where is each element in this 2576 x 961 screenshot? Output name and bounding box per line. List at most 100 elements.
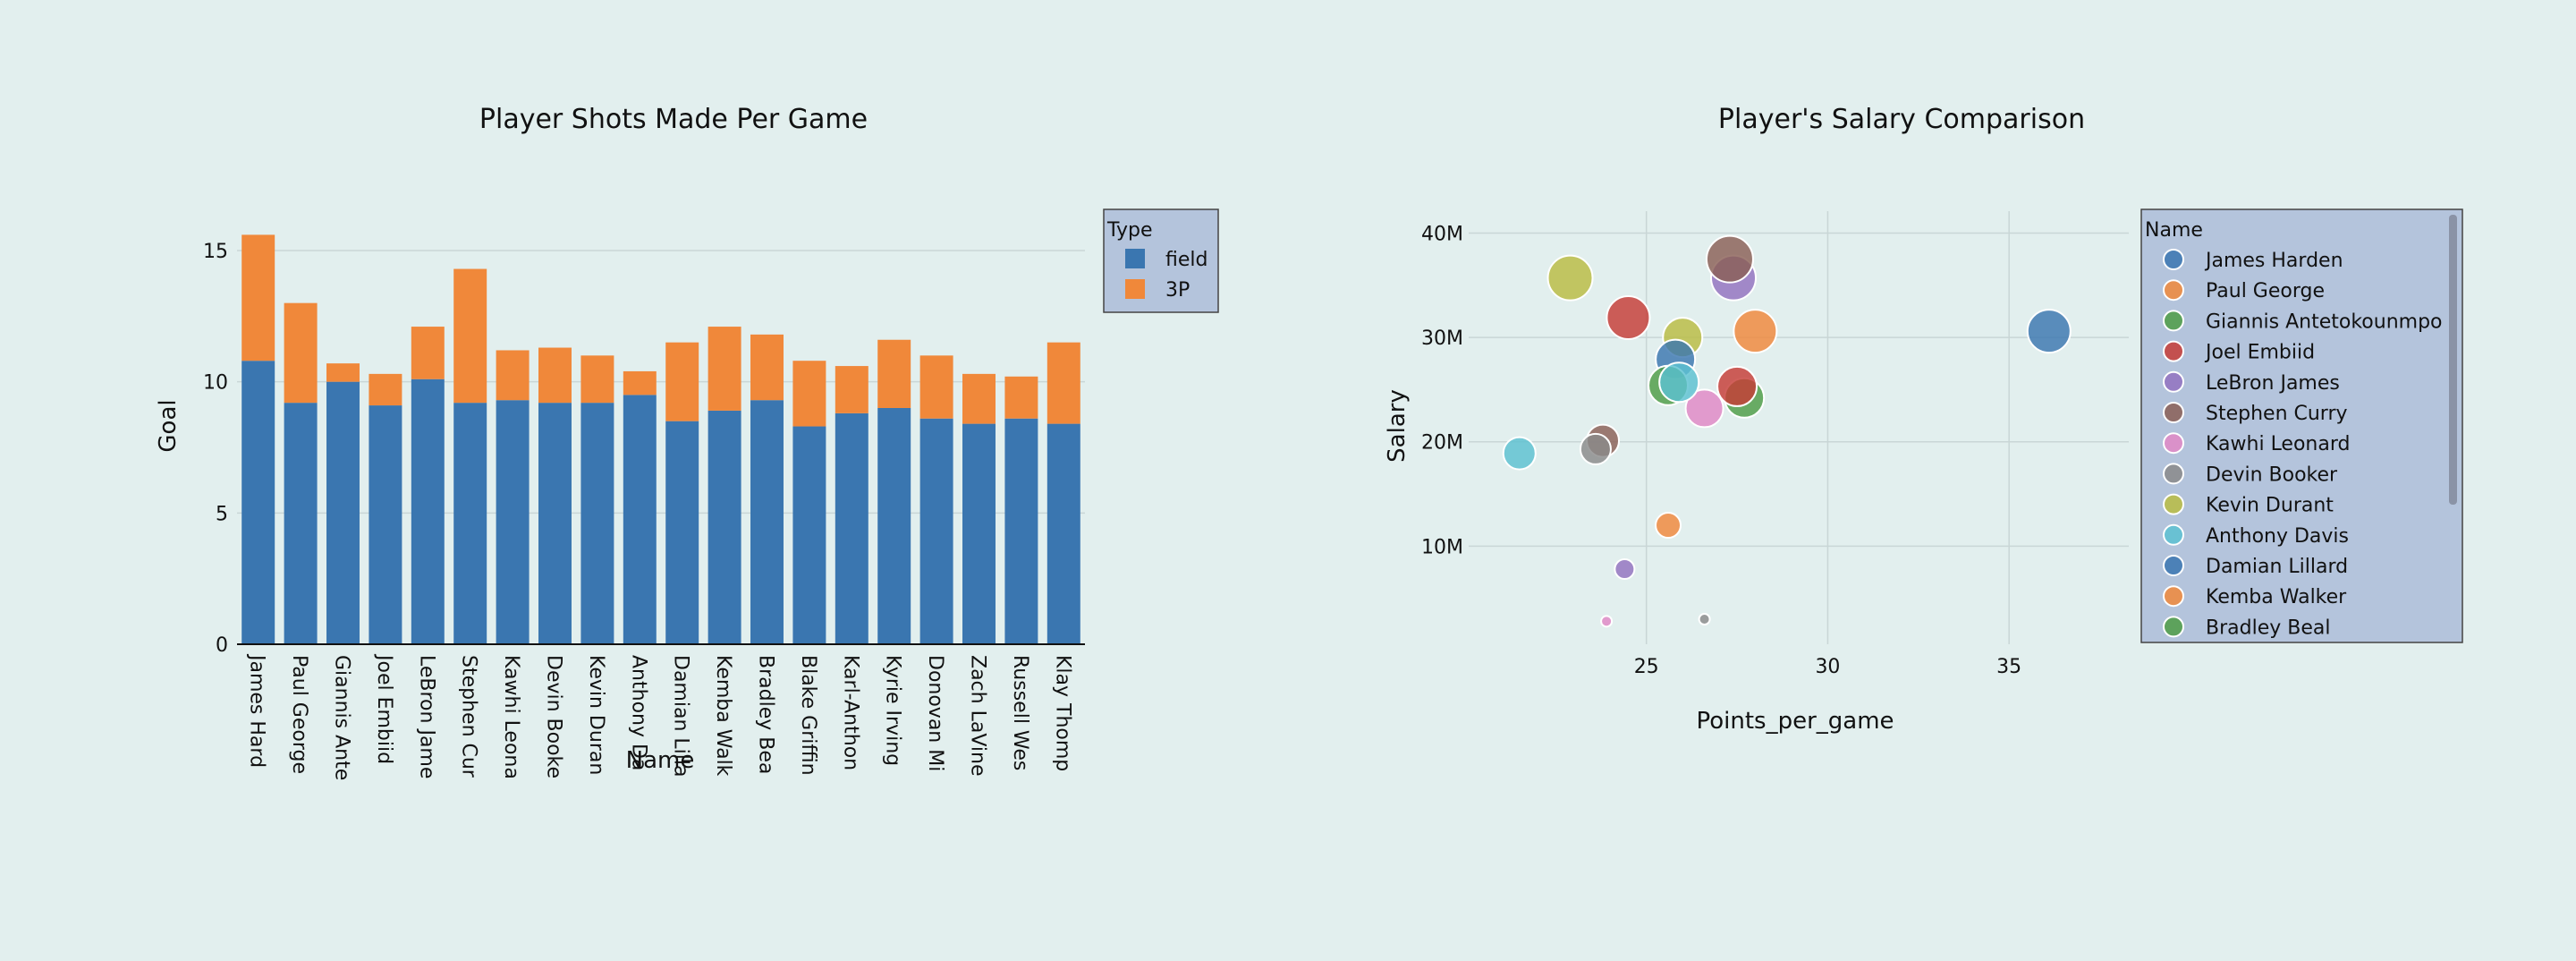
bar-segment-field [1004, 418, 1038, 644]
scatter-legend-label: Bradley Beal [2206, 617, 2330, 639]
bar-segment-3p [877, 339, 911, 408]
bar-x-tick-label: Bradley Bea [755, 655, 777, 774]
bar-legend-box [1103, 208, 1219, 313]
bar-y-tick-label: 15 [203, 241, 228, 263]
scatter-legend-label: Devin Booker [2206, 463, 2338, 486]
bar-segment-field [453, 403, 487, 644]
bar-legend-swatch [1125, 279, 1145, 299]
scatter-chart-legend: Name James Harden Paul George Giannis Ante… [2140, 208, 2463, 643]
bar-x-tick-label: Devin Booke [543, 655, 565, 778]
bar-segment-3p [242, 234, 275, 361]
scatter-chart-y-ticks: 10M 20M 30M 40M [1421, 223, 1463, 558]
scatter-legend-label: Giannis Antetokounmpo [2206, 310, 2443, 333]
bar-segment-field [284, 403, 318, 644]
scatter-legend-label: Damian Lillard [2206, 556, 2348, 578]
bar-legend-items: field 3P [1125, 249, 1208, 302]
bar-legend-label: field [1165, 249, 1208, 271]
scatter-legend-marker [2163, 432, 2184, 455]
scatter-chart-gridlines [1469, 211, 2129, 644]
bar-segment-3p [369, 373, 402, 406]
scatter-legend-box [2140, 208, 2463, 643]
scatter-legend-marker [2163, 585, 2184, 608]
scatter-bubble [1600, 615, 1614, 628]
bar-legend-swatch [1125, 249, 1145, 268]
scatter-legend-label: Kevin Durant [2206, 495, 2334, 517]
scatter-legend-label: Paul George [2206, 280, 2325, 302]
scatter-legend-marker [2163, 370, 2184, 393]
bar-chart-bars [242, 234, 1080, 644]
scatter-legend-label: Joel Embiid [2204, 342, 2315, 364]
bar-x-tick-label: Kevin Duran [585, 655, 607, 775]
bar-x-tick-label: Zach LaVine [967, 655, 989, 776]
scatter-chart-x-ticks: 25 30 35 [1634, 656, 2021, 678]
scatter-bubble [1546, 254, 1594, 302]
bar-segment-field [580, 403, 614, 644]
bar-x-tick-label: Damian Lilla [670, 655, 692, 777]
bar-segment-3p [708, 327, 741, 411]
bar-x-tick-label: Paul George [288, 655, 310, 774]
scatter-legend-label: Anthony Davis [2206, 525, 2349, 548]
bar-x-tick-label: LeBron Jame [415, 655, 437, 778]
bar-chart-title: Player Shots Made Per Game [479, 104, 868, 135]
scatter-x-tick-label: 30 [1815, 656, 1840, 678]
bar-segment-3p [1004, 376, 1038, 419]
bar-chart-y-axis-title: Goal [155, 399, 182, 452]
bar-segment-field [665, 421, 699, 644]
bar-y-tick-label: 10 [203, 372, 228, 395]
bar-x-tick-label: Anthony Da [627, 655, 649, 770]
bar-x-tick-label: Kemba Walk [712, 655, 734, 777]
bar-segment-field [496, 400, 530, 644]
scatter-legend-label: Kemba Walker [2206, 586, 2347, 608]
bar-segment-field [623, 395, 657, 644]
bar-segment-field [369, 405, 402, 644]
bar-segment-3p [962, 373, 996, 424]
scatter-legend-title: Name [2145, 219, 2203, 242]
bar-legend-label: 3P [1165, 279, 1190, 302]
scatter-legend-marker [2163, 616, 2184, 638]
scatter-y-tick-label: 30M [1421, 327, 1463, 350]
bar-segment-3p [1046, 342, 1080, 424]
bar-segment-3p [919, 355, 953, 419]
bar-segment-field [411, 378, 445, 644]
bar-chart-x-ticks: James Hard Paul George Giannis Ante Joel Em… [246, 653, 1074, 780]
bar-legend-title: Type [1106, 219, 1153, 242]
scatter-legend-label: Stephen Curry [2206, 403, 2348, 425]
scatter-legend-marker [2163, 340, 2184, 362]
scatter-legend-label: Kawhi Leonard [2206, 433, 2350, 455]
scatter-y-tick-label: 20M [1421, 432, 1463, 455]
scatter-legend-marker [2163, 402, 2184, 423]
bar-segment-3p [623, 370, 657, 395]
bar-x-tick-label: Kawhi Leona [500, 655, 522, 779]
scatter-bubble [1502, 436, 1537, 471]
bar-segment-3p [326, 363, 360, 382]
bar-segment-3p [835, 366, 869, 413]
bar-x-tick-label: Russell Wes [1009, 655, 1031, 770]
scatter-bubble [1716, 365, 1758, 407]
bar-segment-3p [411, 327, 445, 379]
bar-segment-field [962, 423, 996, 644]
bar-x-tick-label: Stephen Cur [458, 655, 480, 778]
scatter-legend-scrollbar[interactable] [2449, 215, 2457, 505]
bar-y-tick-label: 0 [216, 634, 228, 657]
bar-chart: Player Shots Made Per Game 0 5 10 15 James … [155, 104, 1219, 780]
scatter-legend-marker [2163, 463, 2184, 485]
bar-x-tick-label: Kyrie Irving [882, 655, 904, 766]
bar-x-tick-label: Klay Thomp [1051, 655, 1073, 771]
scatter-bubble [1733, 309, 1778, 354]
bar-segment-3p [580, 355, 614, 404]
scatter-legend-marker [2163, 523, 2184, 546]
bar-segment-3p [284, 302, 318, 404]
scatter-y-tick-label: 40M [1421, 223, 1463, 245]
scatter-bubble [1614, 558, 1636, 581]
bar-segment-field [877, 408, 911, 644]
scatter-legend-label: James Harden [2204, 250, 2343, 272]
bar-y-tick-label: 5 [216, 503, 228, 525]
scatter-chart: Player's Salary Comparison 10M20M30M40M … [1384, 104, 2463, 735]
bar-x-tick-label: Donovan Mi [924, 655, 946, 771]
bar-segment-3p [792, 361, 826, 427]
scatter-chart-title: Player's Salary Comparison [1718, 104, 2085, 135]
bar-segment-3p [496, 350, 530, 401]
bar-segment-field [242, 361, 275, 644]
scatter-bubble [1579, 432, 1612, 465]
